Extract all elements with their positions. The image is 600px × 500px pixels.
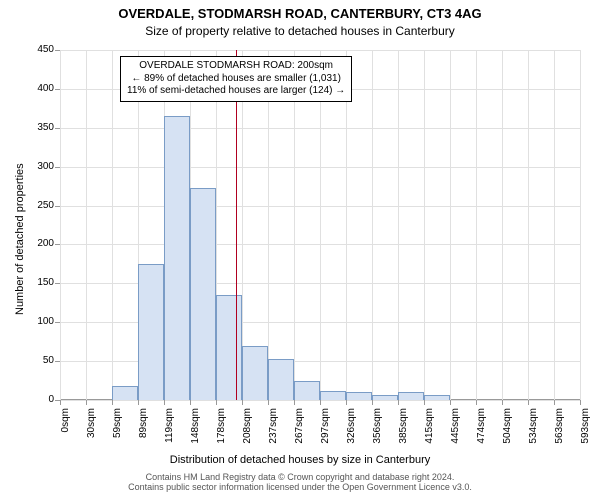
y-tick-label: 400 [24,83,54,94]
y-tick-label: 350 [24,122,54,133]
histogram-bar [294,381,319,400]
x-grid-line [294,50,295,400]
x-tick [398,400,399,405]
reference-line [236,50,237,400]
chart-subtitle: Size of property relative to detached ho… [0,24,600,38]
histogram-bar [216,295,241,400]
footer-line: Contains HM Land Registry data © Crown c… [0,472,600,482]
x-grid-line [372,50,373,400]
x-tick [138,400,139,405]
x-grid-line [60,50,61,400]
x-grid-line [502,50,503,400]
x-grid-line [112,50,113,400]
plot-area: OVERDALE STODMARSH ROAD: 200sqm← 89% of … [60,50,580,400]
x-tick [502,400,503,405]
x-tick-label: 504sqm [502,408,513,458]
histogram-bar [398,392,423,400]
x-tick-label: 385sqm [398,408,409,458]
x-tick [450,400,451,405]
x-tick [164,400,165,405]
x-tick [242,400,243,405]
x-tick-label: 534sqm [528,408,539,458]
x-tick [476,400,477,405]
x-grid-line [268,50,269,400]
x-tick [320,400,321,405]
x-tick [372,400,373,405]
x-tick-label: 208sqm [242,408,253,458]
y-tick-label: 200 [24,238,54,249]
x-tick [112,400,113,405]
x-grid-line [424,50,425,400]
histogram-bar [320,391,345,400]
x-tick-label: 30sqm [86,408,97,458]
x-tick-label: 297sqm [320,408,331,458]
x-tick-label: 474sqm [476,408,487,458]
x-tick [86,400,87,405]
x-tick [554,400,555,405]
x-tick-label: 563sqm [554,408,565,458]
histogram-bar [242,346,267,400]
x-tick-label: 0sqm [60,408,71,458]
histogram-bar [138,264,163,400]
x-tick [528,400,529,405]
y-tick-label: 300 [24,161,54,172]
annotation-line: ← 89% of detached houses are smaller (1,… [127,73,345,86]
chart-footer: Contains HM Land Registry data © Crown c… [0,472,600,492]
y-tick-label: 50 [24,355,54,366]
chart-container: { "chart": { "type": "histogram", "title… [0,0,600,500]
x-grid-line [450,50,451,400]
x-tick-label: 356sqm [372,408,383,458]
histogram-bar [190,188,215,400]
x-grid-line [398,50,399,400]
x-tick-label: 237sqm [268,408,279,458]
annotation-box: OVERDALE STODMARSH ROAD: 200sqm← 89% of … [120,56,352,102]
x-grid-line [320,50,321,400]
y-tick-label: 250 [24,200,54,211]
x-tick-label: 89sqm [138,408,149,458]
histogram-bar [268,359,293,400]
x-grid-line [580,50,581,400]
y-tick-label: 150 [24,277,54,288]
x-tick [190,400,191,405]
histogram-bar [372,395,397,400]
x-grid-line [86,50,87,400]
y-tick-label: 0 [24,394,54,405]
x-tick-label: 178sqm [216,408,227,458]
annotation-line: OVERDALE STODMARSH ROAD: 200sqm [127,60,345,73]
histogram-bar [164,116,189,400]
x-tick-label: 445sqm [450,408,461,458]
x-tick [346,400,347,405]
y-tick-label: 100 [24,316,54,327]
x-tick [580,400,581,405]
x-tick [294,400,295,405]
annotation-line: 11% of semi-detached houses are larger (… [127,85,345,98]
chart-title: OVERDALE, STODMARSH ROAD, CANTERBURY, CT… [0,6,600,21]
x-tick-label: 59sqm [112,408,123,458]
x-tick-label: 593sqm [580,408,591,458]
x-grid-line [346,50,347,400]
x-tick [216,400,217,405]
histogram-bar [346,392,371,400]
y-tick-label: 450 [24,44,54,55]
x-grid-line [476,50,477,400]
footer-line: Contains public sector information licen… [0,482,600,492]
x-tick-label: 267sqm [294,408,305,458]
x-tick-label: 326sqm [346,408,357,458]
x-tick [424,400,425,405]
x-tick-label: 119sqm [164,408,175,458]
x-tick-label: 415sqm [424,408,435,458]
x-tick-label: 148sqm [190,408,201,458]
x-grid-line [528,50,529,400]
histogram-bar [112,386,137,400]
x-tick [60,400,61,405]
x-grid-line [554,50,555,400]
x-tick [268,400,269,405]
histogram-bar [424,395,449,400]
